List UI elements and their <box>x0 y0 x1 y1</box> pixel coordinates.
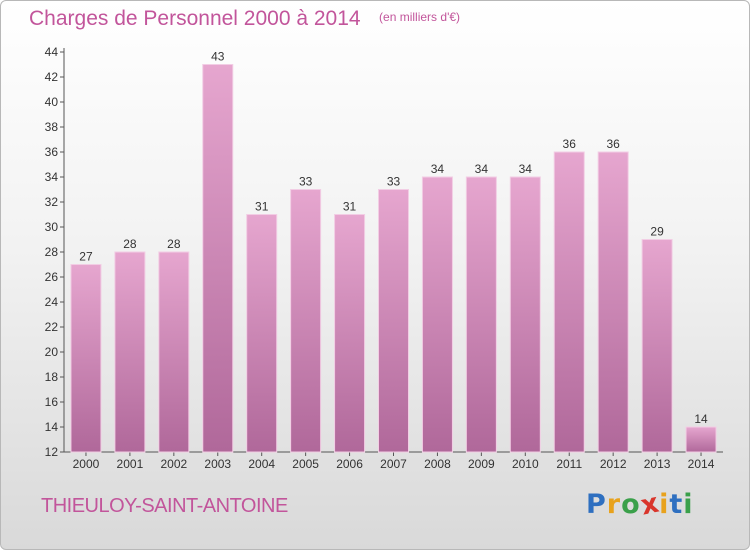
bar-2012 <box>597 151 629 453</box>
logo-letter: i <box>683 489 694 520</box>
x-tick-label-2001: 2001 <box>117 457 144 471</box>
data-label-2014: 14 <box>694 412 708 426</box>
logo-letter: o <box>621 489 641 520</box>
x-tick-label-2014: 2014 <box>688 457 715 471</box>
data-label-2000: 27 <box>79 250 93 264</box>
y-tick-label: 42 <box>45 70 59 84</box>
y-tick-label: 44 <box>45 45 59 59</box>
data-label-2012: 36 <box>606 137 620 151</box>
bar-2010 <box>509 176 541 453</box>
x-tick-label-2004: 2004 <box>248 457 275 471</box>
data-label-2011: 36 <box>563 137 577 151</box>
chart-subtitle: (en milliers d'€) <box>379 10 461 24</box>
x-tick-label-2009: 2009 <box>468 457 495 471</box>
data-label-2004: 31 <box>255 200 269 214</box>
x-tick-label-2011: 2011 <box>556 457 582 471</box>
x-tick-label-2013: 2013 <box>644 457 671 471</box>
y-tick-label: 36 <box>45 145 59 159</box>
place-name: THIEULOY-SAINT-ANTOINE <box>41 495 288 517</box>
y-tick-label: 18 <box>45 370 59 384</box>
y-tick-label: 32 <box>45 195 59 209</box>
bar-2000 <box>70 264 102 453</box>
y-tick-label: 14 <box>45 420 59 434</box>
x-tick-label-2008: 2008 <box>424 457 451 471</box>
y-tick-label: 30 <box>45 220 59 234</box>
y-tick-label: 24 <box>45 295 59 309</box>
y-tick-label: 12 <box>45 445 59 459</box>
data-label-2002: 28 <box>167 237 181 251</box>
y-tick-label: 20 <box>45 345 59 359</box>
data-label-2003: 43 <box>211 50 225 64</box>
data-label-2013: 29 <box>650 225 664 239</box>
x-tick-label-2003: 2003 <box>204 457 231 471</box>
bar-2014 <box>685 426 717 453</box>
data-label-2007: 33 <box>387 175 401 189</box>
logo-letter: r <box>606 489 622 520</box>
x-tick-label-2007: 2007 <box>380 457 407 471</box>
logo-letter: t <box>669 489 684 520</box>
logo-letter: i <box>659 489 670 520</box>
bar-2011 <box>553 151 585 453</box>
bar-2005 <box>290 189 322 453</box>
data-label-2010: 34 <box>519 162 533 176</box>
chart-title: Charges de Personnel 2000 à 2014 <box>29 7 361 30</box>
bar-2003 <box>202 64 234 453</box>
x-tick-label-2010: 2010 <box>512 457 539 471</box>
x-tick-label-2005: 2005 <box>292 457 319 471</box>
y-tick-label: 22 <box>45 320 59 334</box>
x-tick-label-2006: 2006 <box>336 457 363 471</box>
bar-2001 <box>114 251 146 453</box>
logo-letter: P <box>586 489 607 520</box>
y-tick-label: 40 <box>45 95 59 109</box>
data-label-2008: 34 <box>431 162 445 176</box>
y-tick-label: 16 <box>45 395 59 409</box>
x-tick-label-2002: 2002 <box>160 457 187 471</box>
bar-2006 <box>334 214 366 453</box>
bar-2007 <box>378 189 409 453</box>
x-tick-label-2012: 2012 <box>600 457 627 471</box>
data-label-2005: 33 <box>299 175 313 189</box>
x-tick-label-2000: 2000 <box>73 457 100 471</box>
data-label-2006: 31 <box>343 200 357 214</box>
chart-title-block: Charges de Personnel 2000 à 2014 (en mil… <box>29 7 460 31</box>
y-tick-label: 34 <box>45 170 59 184</box>
data-label-2009: 34 <box>475 162 489 176</box>
proxiti-logo: Proxiti <box>586 487 694 521</box>
y-tick-label: 38 <box>45 120 59 134</box>
data-label-2001: 28 <box>123 237 137 251</box>
bar-2008 <box>421 176 453 453</box>
bar-2009 <box>465 176 497 453</box>
y-tick-label: 28 <box>45 245 59 259</box>
bar-2004 <box>246 214 278 453</box>
bar-2013 <box>641 239 673 453</box>
y-tick-label: 26 <box>45 270 59 284</box>
bar-2002 <box>158 251 190 453</box>
